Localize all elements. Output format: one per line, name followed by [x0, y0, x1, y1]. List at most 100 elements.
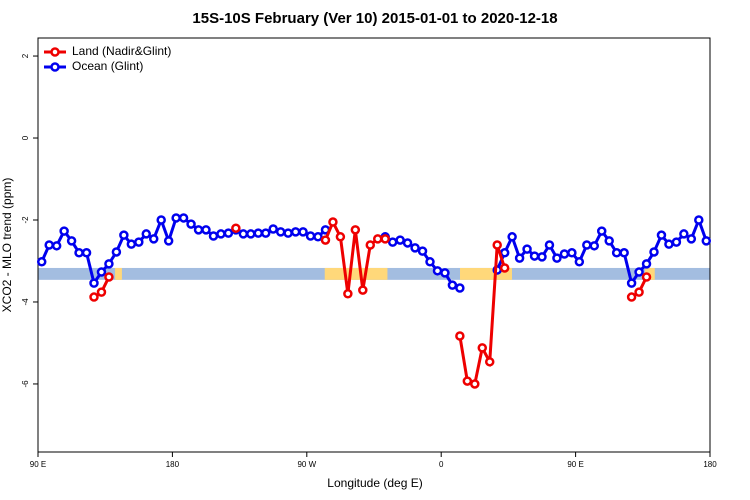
- series-point: [275, 227, 286, 237]
- series-point: [216, 229, 226, 239]
- series-point: [596, 226, 607, 236]
- series-point: [104, 259, 114, 269]
- series-point: [365, 240, 376, 250]
- series-point: [462, 376, 473, 386]
- mask-highlight: [115, 267, 122, 280]
- series-point: [641, 259, 652, 269]
- series-point: [477, 343, 488, 353]
- series-point: [313, 232, 323, 242]
- series-point: [499, 248, 510, 258]
- series-point: [44, 240, 54, 250]
- series-point: [126, 239, 137, 249]
- mask-highlight: [324, 267, 388, 280]
- series-point: [246, 229, 256, 239]
- series-point: [387, 237, 398, 247]
- series-point: [343, 289, 353, 299]
- series-point: [223, 228, 234, 238]
- series-point: [36, 257, 47, 267]
- series-point: [455, 331, 465, 341]
- series-point: [231, 223, 241, 233]
- series-point: [283, 228, 293, 238]
- series-point: [455, 283, 465, 293]
- series-point: [492, 240, 502, 250]
- series-point: [358, 285, 368, 295]
- series-point: [74, 248, 84, 258]
- series-point: [268, 224, 278, 234]
- series-point: [104, 272, 114, 282]
- series-point: [89, 292, 99, 302]
- series-point: [686, 234, 697, 244]
- series-point: [425, 257, 435, 267]
- series-point: [634, 287, 644, 297]
- series-point: [552, 253, 562, 263]
- series-point: [641, 272, 652, 282]
- series-point: [260, 228, 271, 238]
- x-tick-label: 180: [703, 460, 717, 469]
- series-point: [253, 228, 264, 238]
- series-point: [656, 230, 667, 240]
- series-point: [328, 217, 338, 227]
- series-point: [372, 234, 383, 244]
- series-point: [134, 237, 144, 247]
- series-point: [544, 240, 555, 250]
- series-point: [335, 232, 346, 242]
- series-point: [320, 235, 331, 245]
- series-point: [537, 252, 547, 262]
- plot-frame: [37, 37, 711, 453]
- series-point: [701, 236, 712, 246]
- y-tick-label: -6: [21, 380, 30, 388]
- series-point: [178, 213, 189, 223]
- series-point: [410, 243, 420, 253]
- series-point: [679, 229, 689, 239]
- series-point: [81, 248, 92, 258]
- series-point: [634, 267, 644, 277]
- series-point: [59, 226, 69, 236]
- series-point: [156, 215, 166, 225]
- series-point: [626, 292, 637, 302]
- legend-marker: [50, 62, 60, 72]
- series-point: [350, 225, 361, 235]
- x-tick-label: 0: [439, 460, 444, 469]
- series-point: [604, 236, 614, 246]
- legend-marker: [50, 47, 60, 57]
- series-point: [51, 241, 62, 251]
- series-point: [96, 287, 107, 297]
- series-point: [171, 213, 181, 223]
- series-point: [611, 248, 622, 258]
- series-point: [148, 234, 159, 244]
- series-point: [163, 236, 174, 246]
- series-point: [298, 227, 308, 237]
- legend-label: Land (Nadir&Glint): [72, 44, 171, 58]
- series-point: [395, 235, 405, 245]
- x-axis-label: Longitude (deg E): [327, 476, 422, 490]
- series-point: [193, 225, 204, 235]
- series-point: [119, 230, 129, 240]
- series-point: [671, 237, 682, 247]
- series-point: [111, 247, 122, 257]
- series-point: [664, 239, 674, 249]
- y-tick-label: 0: [21, 135, 30, 140]
- series-point: [626, 278, 637, 288]
- series-point: [380, 234, 390, 244]
- series-point: [694, 215, 704, 225]
- series-point: [514, 253, 525, 263]
- y-tick-label: -4: [21, 298, 30, 306]
- series-point: [141, 229, 152, 239]
- series-point: [305, 231, 316, 241]
- series-point: [208, 231, 219, 241]
- series-point: [440, 268, 450, 278]
- series-point: [96, 267, 107, 277]
- series-point: [574, 257, 585, 267]
- chart-title: 15S-10S February (Ver 10) 2015-01-01 to …: [192, 10, 557, 27]
- series-point: [432, 266, 443, 276]
- series-point: [507, 232, 517, 242]
- series-point: [522, 244, 532, 254]
- series-point: [484, 357, 495, 367]
- x-tick-label: 90 W: [297, 460, 316, 469]
- series-point: [417, 246, 428, 256]
- series-point: [290, 227, 301, 237]
- series-point: [470, 379, 480, 389]
- series-point: [447, 280, 458, 290]
- series-point: [567, 248, 577, 258]
